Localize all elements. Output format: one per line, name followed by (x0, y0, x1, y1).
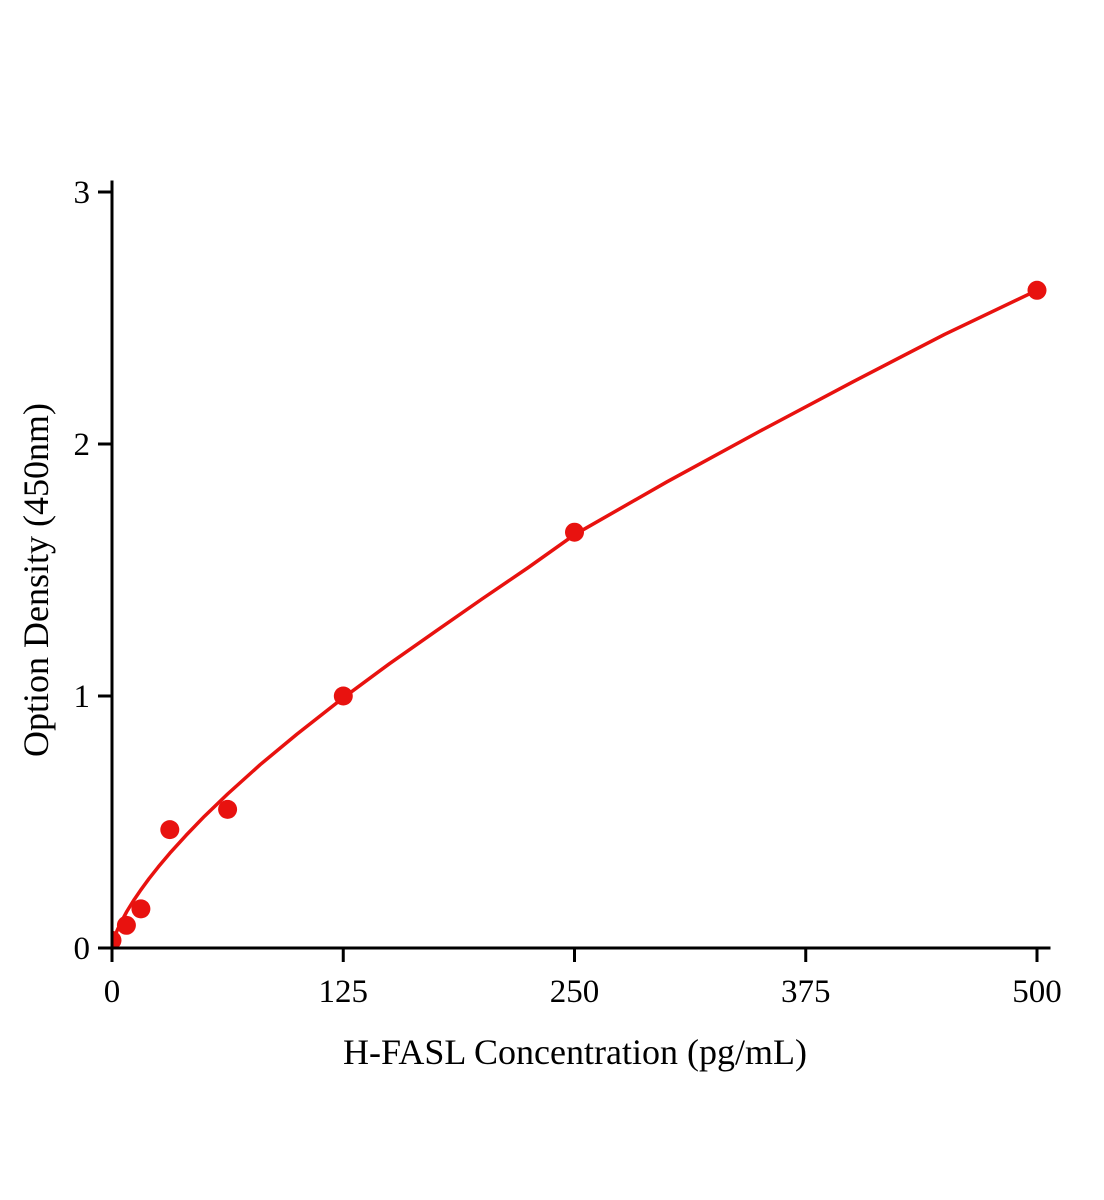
x-axis-title: H-FASL Concentration (pg/mL) (343, 1032, 807, 1072)
x-tick-label: 125 (319, 974, 369, 1010)
x-tick-label: 0 (104, 974, 121, 1010)
plot-data-layer (112, 280, 1047, 948)
x-tick-label: 250 (550, 974, 600, 1010)
y-tick-label: 2 (74, 427, 91, 463)
data-point (333, 686, 353, 706)
y-tick-label: 0 (74, 931, 91, 967)
fit-curve (112, 288, 1039, 948)
data-point (112, 930, 122, 948)
data-point (565, 522, 584, 542)
data-point (218, 799, 238, 819)
data-point (1027, 280, 1047, 300)
data-point (116, 915, 136, 935)
y-tick-label: 3 (74, 175, 91, 211)
axis-layer: 0 125 250 375 500 0 1 2 3 (74, 175, 1062, 1010)
x-tick-label: 500 (1012, 974, 1062, 1010)
data-point (131, 899, 151, 919)
x-tick-label: 375 (781, 974, 831, 1010)
y-axis-title: Option Density (450nm) (16, 403, 56, 757)
y-tick-label: 1 (74, 679, 91, 715)
data-point (160, 820, 180, 840)
